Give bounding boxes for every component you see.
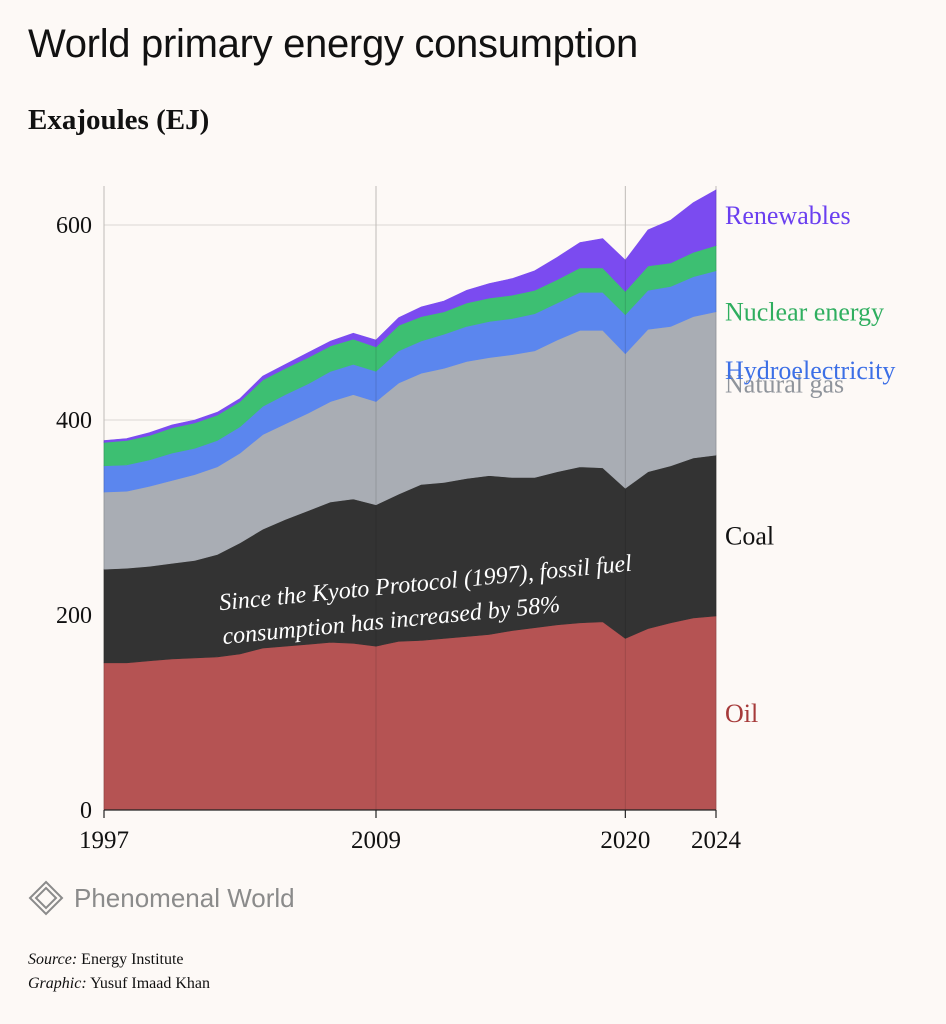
area-series: [103, 189, 717, 811]
stacked-area-chart: 0 200 400 600 1997 2009 2020 2024 Oil Coal Natura…: [56, 186, 895, 854]
x-tick-label-2009: 2009: [351, 827, 401, 854]
series-label-natural-gas: Natural gas: [725, 369, 844, 398]
series-label-renewables: Renewables: [725, 201, 851, 230]
diamond-logo-icon: [28, 880, 64, 916]
x-tick-label-2024: 2024: [691, 827, 742, 854]
chart-title: World primary energy consumption: [28, 22, 638, 66]
source-label: Source:: [28, 951, 78, 968]
y-tick-label-200: 200: [56, 603, 92, 629]
series-label-hydroelectricity: Hydroelectricity: [725, 356, 895, 385]
x-tick-label-2020: 2020: [600, 827, 650, 854]
brand-logo: Phenomenal World: [28, 880, 295, 916]
series-label-coal: Coal: [725, 522, 774, 551]
y-tick-label-400: 400: [56, 408, 92, 434]
y-tick-label-0: 0: [80, 798, 92, 824]
graphic-credit: Graphic: Yusuf Imaad Khan: [28, 975, 210, 993]
source-value: Energy Institute: [81, 951, 184, 968]
x-tick-label-1997: 1997: [79, 827, 129, 854]
y-tick-label-600: 600: [56, 213, 92, 239]
series-label-oil: Oil: [725, 699, 758, 728]
brand-name: Phenomenal World: [74, 882, 295, 913]
area-renewables: [103, 189, 717, 443]
axes: 0 200 400 600 1997 2009 2020 2024: [56, 186, 742, 854]
chart-subtitle: Exajoules (EJ): [28, 104, 210, 136]
graphic-label: Graphic:: [28, 975, 87, 992]
series-label-nuclear-energy: Nuclear energy: [725, 297, 884, 326]
graphic-value: Yusuf Imaad Khan: [90, 975, 211, 992]
source-credit: Source: Energy Institute: [28, 951, 184, 969]
